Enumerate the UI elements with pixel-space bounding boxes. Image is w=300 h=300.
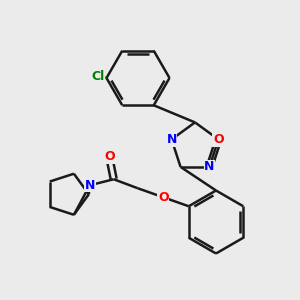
Text: O: O	[158, 191, 169, 204]
Text: N: N	[85, 179, 95, 192]
Text: N: N	[167, 133, 177, 146]
Text: O: O	[104, 150, 115, 163]
Text: O: O	[213, 133, 224, 146]
Text: N: N	[204, 160, 214, 173]
Text: Cl: Cl	[91, 70, 104, 83]
